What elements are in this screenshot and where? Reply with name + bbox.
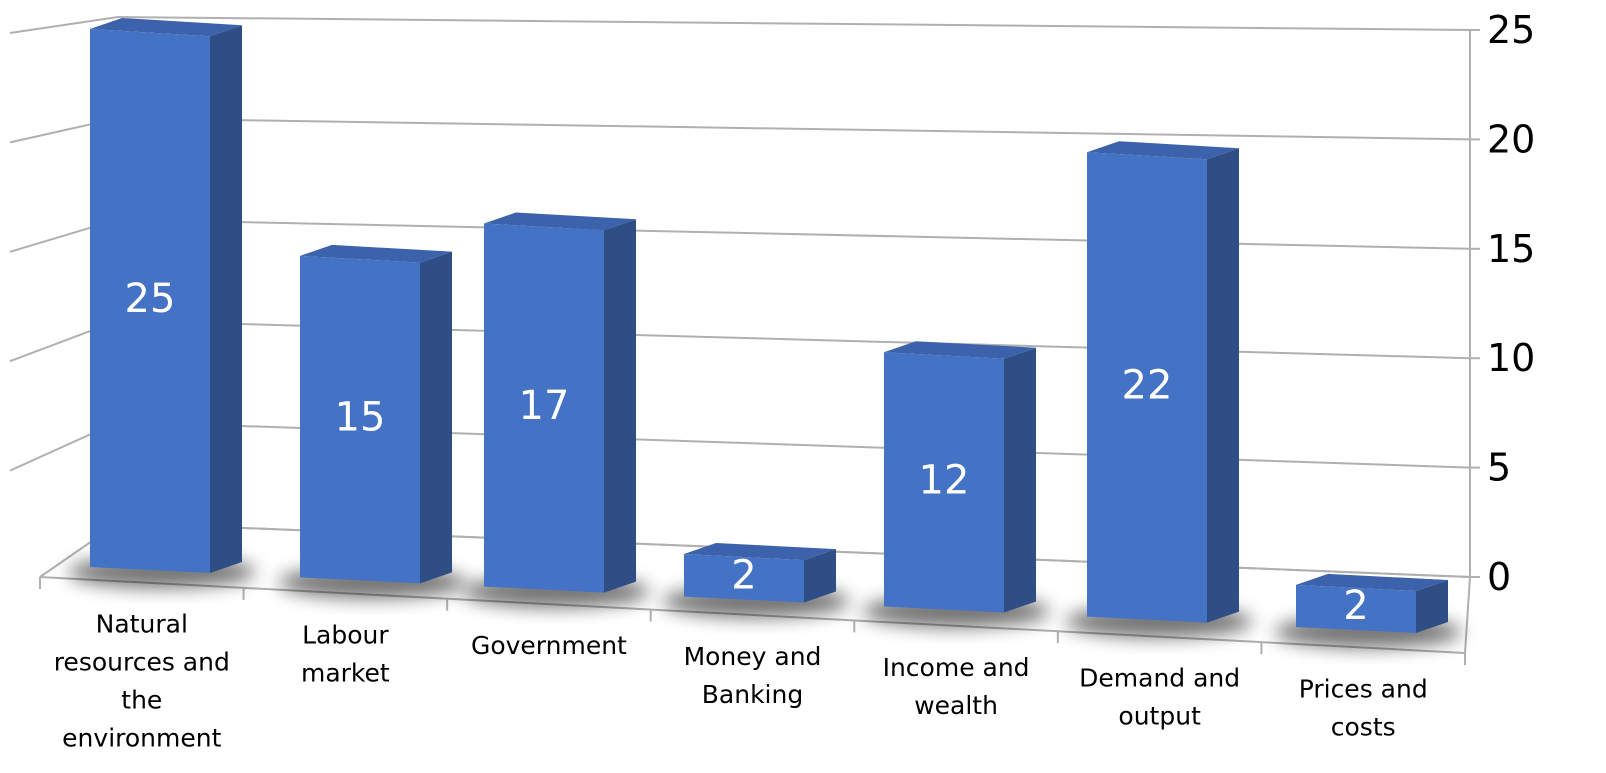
bar-side-face xyxy=(1207,148,1239,623)
data-label: 22 xyxy=(1122,362,1173,408)
category-label-line: environment xyxy=(62,723,221,752)
bar-top-face xyxy=(484,212,636,231)
data-label: 12 xyxy=(919,457,970,503)
category-label-line: Natural xyxy=(96,609,188,638)
category-label-line: market xyxy=(301,658,390,687)
bar xyxy=(484,223,604,593)
bar-side-face xyxy=(420,251,452,584)
bar-top-face xyxy=(1087,141,1239,160)
bar xyxy=(300,255,420,584)
y-tick-label: 10 xyxy=(1487,336,1535,380)
category-label: Income and wealth xyxy=(883,653,1030,720)
bar-side-face xyxy=(604,219,636,593)
bar xyxy=(1087,152,1207,623)
bar-top-face xyxy=(684,543,836,561)
category-labels: Natural resources and the environment Labour… xyxy=(54,609,1428,752)
gridline xyxy=(117,117,1471,141)
bar xyxy=(90,29,210,573)
category-label-line: wealth xyxy=(914,691,998,720)
category-label-line: Government xyxy=(471,631,627,660)
category-label: Prices and costs xyxy=(1299,675,1428,742)
bar xyxy=(684,554,804,603)
bar-top-face xyxy=(300,244,452,263)
bar-side-face xyxy=(1416,580,1448,633)
category-label-line: Income and xyxy=(883,653,1030,682)
category-label: Money and Banking xyxy=(684,642,822,709)
category-label-line: Prices and xyxy=(1299,675,1428,704)
y-tick-label: 20 xyxy=(1487,117,1535,161)
data-label: 17 xyxy=(519,383,570,429)
bar-side-face xyxy=(1004,347,1036,613)
bar-side-face xyxy=(210,25,242,573)
category-label: Natural resources and the environment xyxy=(54,609,230,752)
data-label: 25 xyxy=(125,276,176,322)
category-label-line: costs xyxy=(1331,713,1396,742)
category-label: Labour market xyxy=(301,620,390,687)
bar xyxy=(884,352,1004,613)
data-label: 2 xyxy=(1343,583,1368,629)
category-label-line: Demand and xyxy=(1079,664,1240,693)
category-label-line: resources and xyxy=(54,647,230,676)
bar-top-face xyxy=(90,18,242,37)
y-axis-tick-labels: 0 5 10 15 20 25 xyxy=(1487,8,1535,599)
category-label: Government xyxy=(471,631,627,660)
bars xyxy=(90,18,1448,633)
category-label-line: output xyxy=(1118,702,1201,731)
y-tick-label: 0 xyxy=(1487,555,1511,599)
y-tick-label: 25 xyxy=(1487,8,1535,52)
category-label-line: Labour xyxy=(302,620,389,649)
bar-top-face xyxy=(1296,573,1448,591)
bar-top-face xyxy=(884,341,1036,359)
category-label-line: Money and xyxy=(684,642,822,671)
y-tick-label: 15 xyxy=(1487,227,1535,271)
bar-side-face xyxy=(804,549,836,603)
left-wall-gridline xyxy=(9,16,119,34)
category-label-line: the xyxy=(121,685,162,714)
data-label: 15 xyxy=(335,395,386,441)
gridline xyxy=(117,218,1471,250)
category-label-line: Banking xyxy=(702,680,803,709)
gridline xyxy=(117,16,1471,31)
data-label: 2 xyxy=(731,552,756,598)
category-label: Demand and output xyxy=(1079,664,1240,731)
y-tick-label: 5 xyxy=(1487,446,1511,490)
bar xyxy=(1296,584,1416,633)
